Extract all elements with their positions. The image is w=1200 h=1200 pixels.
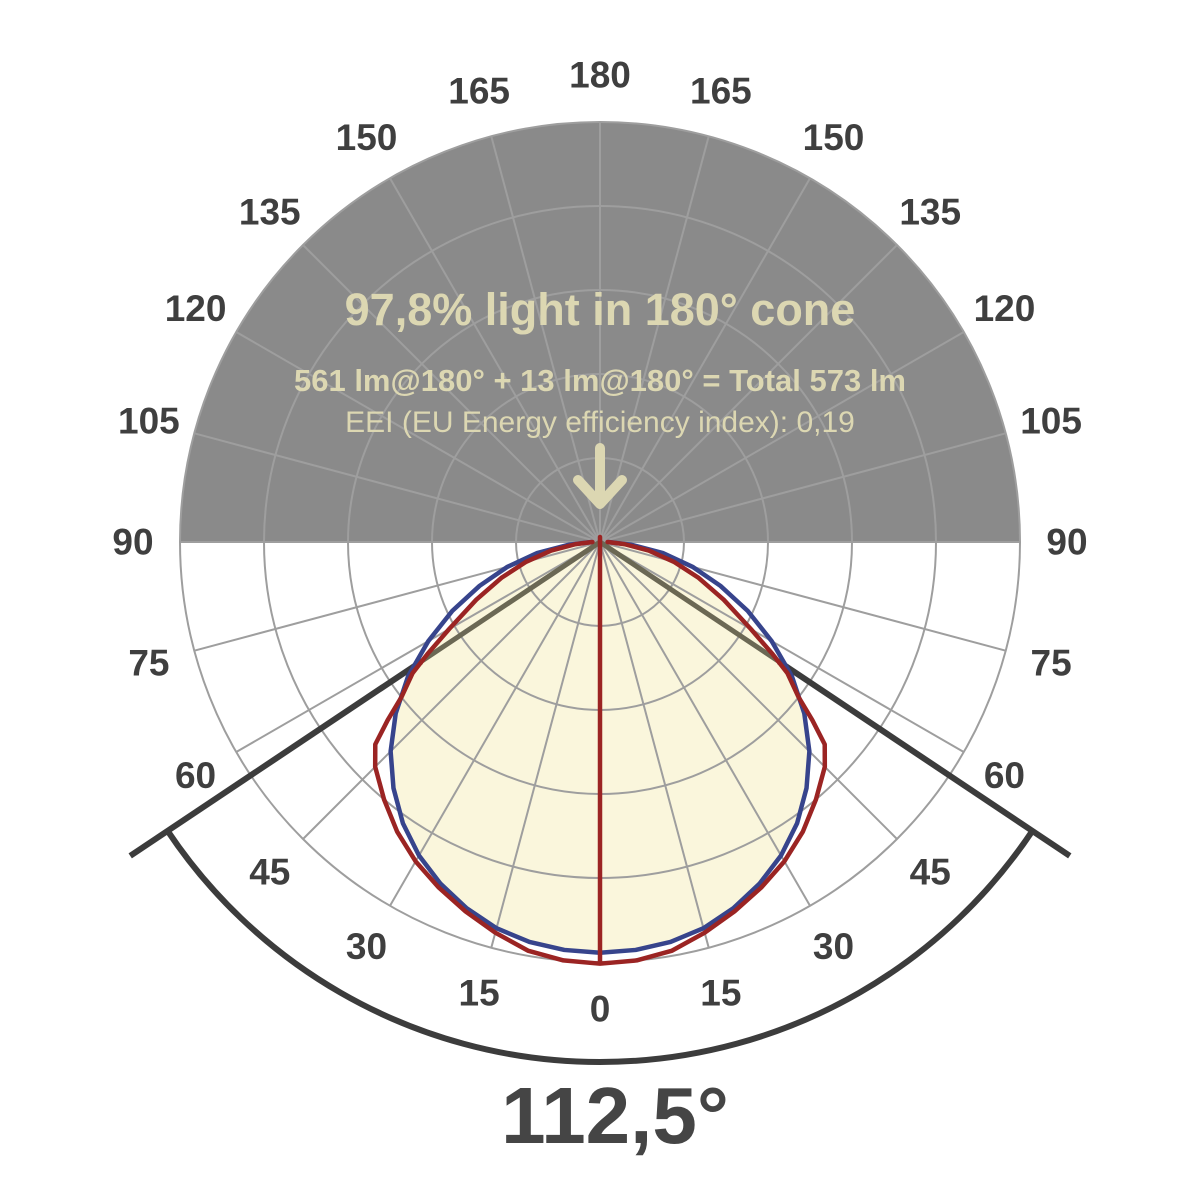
grid-radial-line — [599, 541, 898, 840]
grid-radial-line — [302, 244, 601, 543]
angle-tick-label: 75 — [1031, 642, 1072, 683]
angle-tick-label: 135 — [239, 191, 301, 232]
intensity-curve-c0-c180 — [372, 534, 828, 966]
angle-tick-label: 15 — [459, 973, 500, 1014]
grid-radial-line — [389, 541, 601, 907]
grid-radial-line — [235, 541, 601, 753]
down-arrow-icon — [573, 443, 627, 509]
grid-radial-line — [599, 432, 1006, 543]
angle-tick-label: 105 — [1020, 401, 1082, 442]
angle-tick-label: 0 — [590, 989, 611, 1030]
beam-angle-inner-lines — [418, 539, 782, 664]
headline-cone-percentage: 97,8% light in 180° cone — [345, 284, 856, 335]
angle-tick-label: 150 — [336, 117, 398, 158]
intensity-curves — [372, 534, 828, 966]
angle-tick-label: 150 — [803, 117, 865, 158]
angle-tick-label: 60 — [984, 755, 1025, 796]
beam-angle-outer-lines-and-arc — [128, 658, 1072, 1065]
luminous-flux-line: 561 lm@180° + 13 lm@180° = Total 573 lm — [294, 363, 906, 398]
beam-angle-value: 112,5° — [501, 1071, 729, 1160]
beam-half-angle-inner-line — [597, 539, 782, 664]
angle-tick-label: 30 — [346, 926, 387, 967]
angle-tick-label: 15 — [700, 973, 741, 1014]
grid-radial-line — [389, 177, 601, 543]
angle-tick-label: 105 — [118, 401, 180, 442]
grid-radial-line — [599, 541, 710, 948]
grid-radial-line — [599, 244, 898, 543]
grid-radial-line — [194, 432, 601, 543]
grid-radial-line — [599, 136, 710, 543]
angle-tick-label: 120 — [165, 288, 227, 329]
angle-tick-label: 120 — [974, 288, 1036, 329]
eei-line: EEI (EU Energy efficiency index): 0,19 — [345, 406, 855, 439]
angle-tick-label: 45 — [249, 852, 290, 893]
angle-tick-label: 30 — [813, 926, 854, 967]
angle-tick-label: 90 — [112, 522, 153, 563]
grid-radial-line — [599, 541, 811, 907]
grid-radial-line — [235, 331, 601, 543]
grid-radial-line — [490, 541, 601, 948]
grid-radial-line — [490, 136, 601, 543]
angle-tick-label: 180 — [569, 55, 631, 96]
beam-half-angle-outer-line — [128, 658, 423, 859]
beam-half-angle-inner-line — [418, 539, 603, 664]
beam-angle-arc — [165, 829, 1035, 1065]
angle-tick-label: 90 — [1046, 522, 1087, 563]
grid-radial-line — [302, 541, 601, 840]
angle-tick-label: 60 — [175, 755, 216, 796]
beam-half-angle-outer-line — [777, 658, 1072, 859]
angle-tick-label: 165 — [690, 70, 752, 111]
angle-tick-label: 165 — [448, 70, 510, 111]
angle-tick-label: 45 — [910, 852, 951, 893]
angle-tick-labels: 0 15 15 30 30 45 45 60 60 75 75 90 90 105 105 120 120 135… — [112, 55, 1087, 1030]
grid-radial-line — [599, 177, 811, 543]
angle-tick-label: 75 — [128, 642, 169, 683]
grid-radial-line — [599, 541, 965, 753]
angle-tick-label: 135 — [899, 191, 961, 232]
grid-radial-line — [599, 331, 965, 543]
